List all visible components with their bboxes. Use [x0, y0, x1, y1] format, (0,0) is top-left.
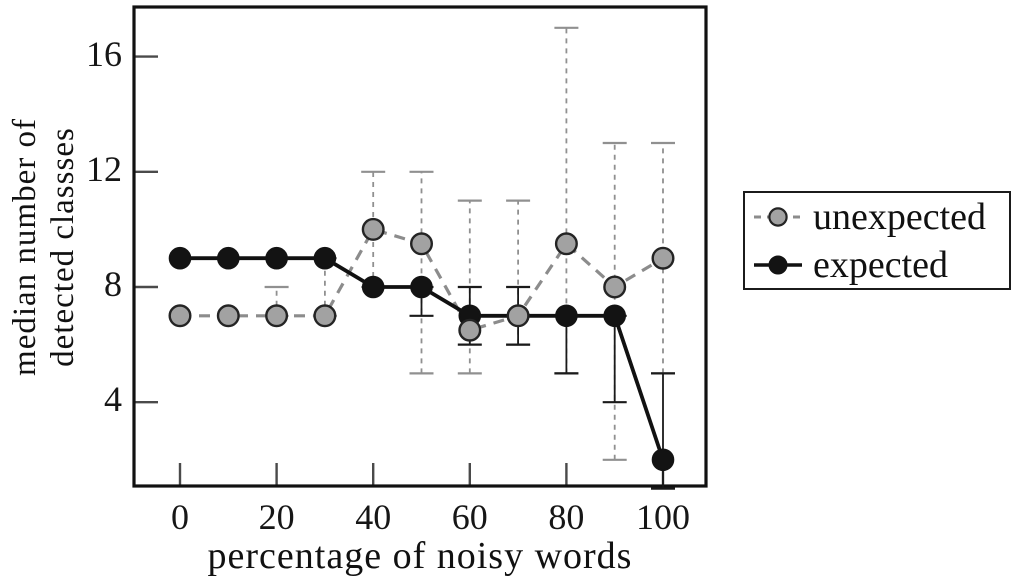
unexpected-data-point: [410, 232, 434, 256]
unexpected-data-point: [651, 246, 675, 270]
expected-data-point: [265, 246, 288, 270]
x-tick-label: 80: [548, 497, 585, 537]
expected-data-point: [603, 304, 627, 328]
unexpected-data-point: [313, 304, 337, 328]
expected-data-point: [651, 448, 675, 472]
expected-data-point: [168, 246, 192, 270]
unexpected-data-point: [265, 304, 289, 328]
legend-item-unexpected: unexpected: [753, 195, 1009, 239]
unexpected-data-point: [458, 318, 482, 342]
legend-label-expected: expected: [813, 243, 949, 286]
x-tick-label: 20: [258, 497, 295, 537]
legend: unexpected expected: [743, 191, 1011, 290]
legend-item-expected: expected: [753, 243, 1009, 287]
y-tick-label: 16: [86, 33, 122, 74]
plot-border: [132, 5, 708, 488]
unexpected-data-point: [216, 304, 240, 328]
unexpected-data-point: [554, 232, 578, 256]
expected-series-marker-icon: [753, 251, 803, 279]
expected-data-point: [313, 246, 337, 270]
y-axis-title-line1: median number of: [7, 118, 43, 376]
unexpected-data-point: [361, 217, 385, 241]
legend-label-unexpected: unexpected: [813, 195, 987, 238]
expected-data-point: [217, 246, 240, 270]
x-tick-label: 0: [171, 497, 189, 537]
x-tick-label: 40: [355, 497, 392, 537]
x-tick-label: 100: [636, 497, 690, 537]
x-axis-title: percentage of noisy words: [207, 535, 633, 577]
expected-data-point: [555, 304, 578, 328]
unexpected-data-point: [603, 275, 627, 299]
unexpected-data-point: [168, 304, 192, 328]
y-tick-label: 12: [86, 148, 122, 189]
expected-data-point: [410, 275, 433, 299]
y-tick-label: 4: [104, 379, 122, 420]
x-tick-label: 60: [451, 497, 488, 537]
expected-data-point: [361, 275, 385, 299]
unexpected-data-point: [506, 304, 530, 328]
y-tick-label: 8: [104, 264, 122, 304]
unexpected-series-marker-icon: [753, 203, 803, 231]
